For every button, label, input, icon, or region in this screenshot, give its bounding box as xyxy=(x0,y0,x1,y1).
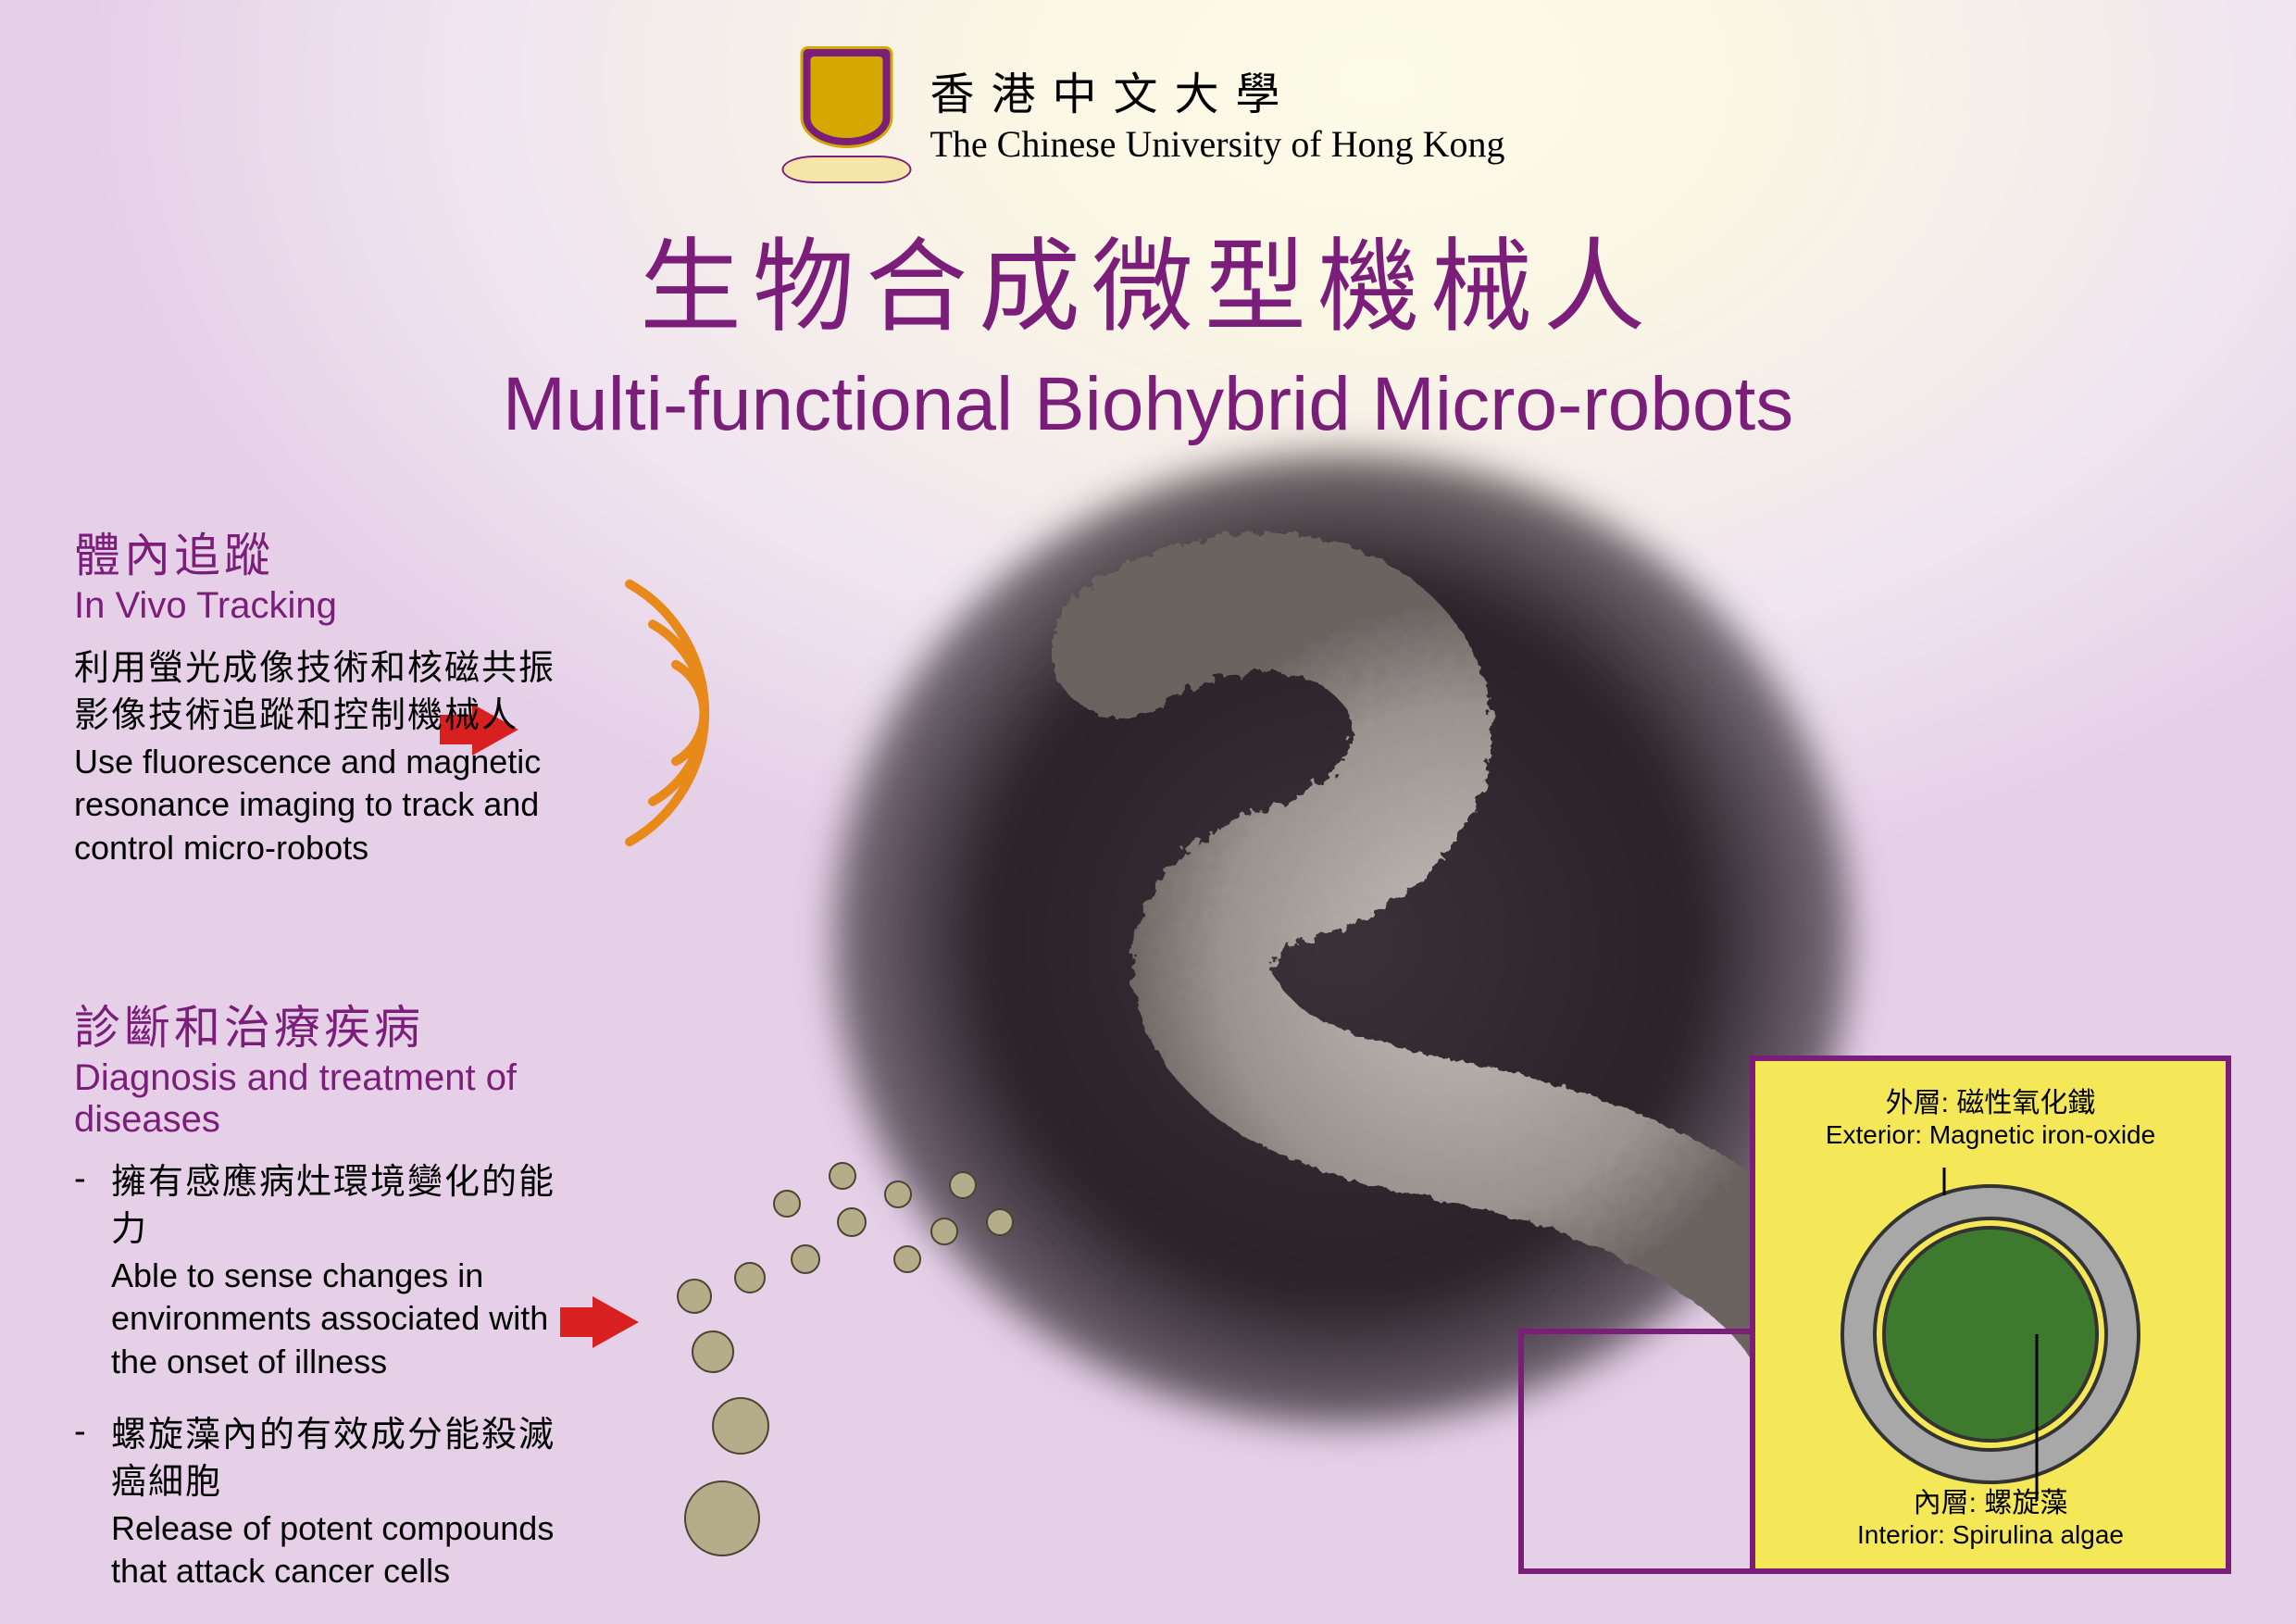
section-body-zh: 利用螢光成像技術和核磁共振影像技術追蹤和控制機械人 xyxy=(74,645,555,741)
section-body-en: Use fluorescence and magnetic resonance … xyxy=(74,741,555,870)
bullet-zh: 螺旋藻內的有效成分能殺滅癌細胞 xyxy=(111,1412,555,1507)
leader-line xyxy=(1518,1329,1524,1574)
university-crest-icon xyxy=(791,46,902,176)
main-title: 生物合成微型機械人 Multi-functional Biohybrid Mic… xyxy=(0,204,2296,448)
section-title-zh: 體內追蹤 xyxy=(74,518,555,585)
section-title-en: In Vivo Tracking xyxy=(74,585,555,627)
bullet-zh: 擁有感應病灶環境變化的能力 xyxy=(111,1159,555,1255)
inset-interior-label: 內層: 螺旋藻 Interior: Spirulina algae xyxy=(1857,1480,2124,1550)
university-name-zh: 香港中文大學 xyxy=(930,57,1504,122)
bullet-en: Release of potent compounds that attack … xyxy=(111,1507,555,1594)
title-zh: 生物合成微型機械人 xyxy=(0,204,2296,352)
section-tracking: 體內追蹤 In Vivo Tracking 利用螢光成像技術和核磁共振影像技術追… xyxy=(74,518,555,870)
signal-waves-icon xyxy=(537,518,870,907)
cross-section-diagram xyxy=(1824,1168,2157,1501)
bullet-item: - 螺旋藻內的有效成分能殺滅癌細胞 Release of potent comp… xyxy=(74,1412,555,1593)
leader-line xyxy=(1518,1329,1750,1334)
section-title-zh: 診斷和治療疾病 xyxy=(74,991,555,1057)
inset-exterior-label: 外層: 磁性氧化鐵 Exterior: Magnetic iron-oxide xyxy=(1826,1080,2155,1150)
cross-section-inset: 外層: 磁性氧化鐵 Exterior: Magnetic iron-oxide … xyxy=(1750,1056,2231,1574)
leader-line xyxy=(1518,1568,1750,1574)
bullet-en: Able to sense changes in environments as… xyxy=(111,1255,555,1384)
section-diagnosis: 診斷和治療疾病 Diagnosis and treatment of disea… xyxy=(74,991,555,1621)
university-name-en: The Chinese University of Hong Kong xyxy=(930,122,1504,166)
bullet-item: - 擁有感應病灶環境變化的能力 Able to sense changes in… xyxy=(74,1159,555,1384)
arrow-red-icon xyxy=(593,1296,639,1348)
particles-icon xyxy=(667,1148,1055,1574)
section-title-en: Diagnosis and treatment of diseases xyxy=(74,1057,555,1141)
university-header: 香港中文大學 The Chinese University of Hong Ko… xyxy=(791,46,1504,176)
